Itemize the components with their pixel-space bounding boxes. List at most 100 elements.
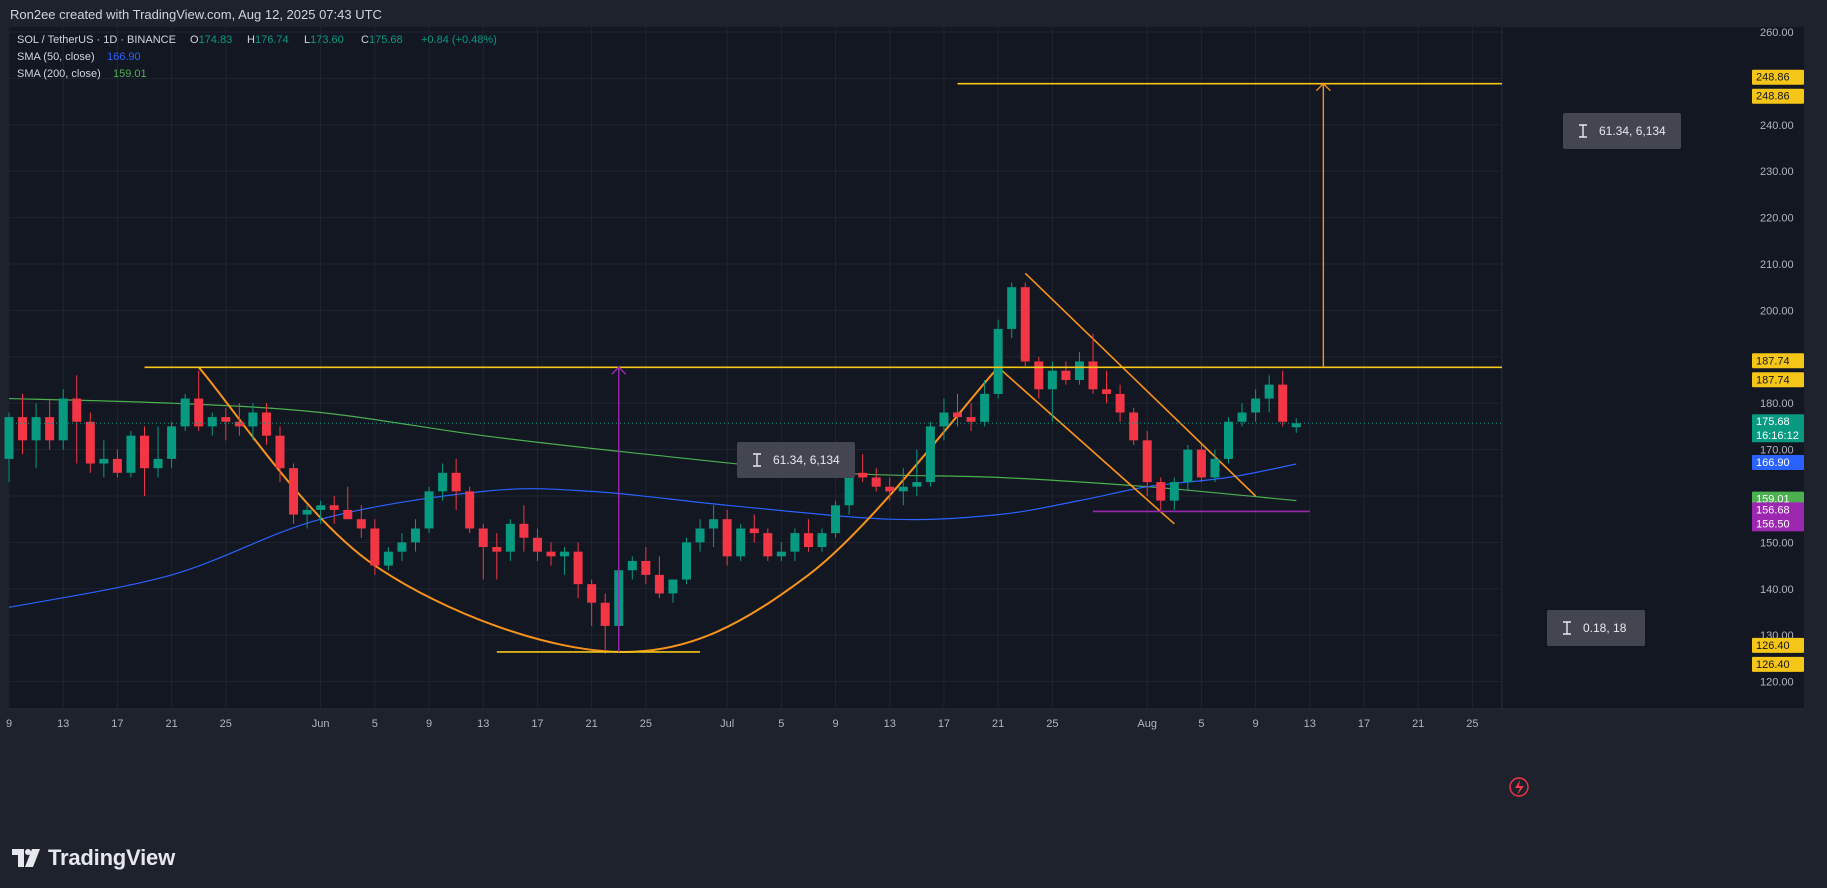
candle xyxy=(1129,407,1139,445)
y-tick-label: 180.00 xyxy=(1760,398,1794,410)
candle-body xyxy=(668,579,678,594)
candle xyxy=(85,412,95,473)
candle-body xyxy=(221,417,231,422)
candle-body xyxy=(1074,361,1084,380)
plot-content: 61.34, 6,134 61.34, 6,134 0.18, 18 xyxy=(4,82,1681,654)
candle xyxy=(45,398,55,450)
candle xyxy=(966,403,976,432)
measure-target-arrow xyxy=(1315,82,1331,92)
candle-body xyxy=(478,528,488,548)
x-tick-label: 13 xyxy=(1304,718,1316,730)
candle-body xyxy=(126,435,136,473)
measure-target-box-label: 61.34, 6,134 xyxy=(1599,124,1666,138)
price-labels: 248.86 248.86 187.74 187.74 175.68 16:16:12 16… xyxy=(1752,69,1804,672)
measure-target-box-bg xyxy=(1563,113,1681,149)
candle xyxy=(722,509,732,566)
candle-body xyxy=(1102,389,1112,394)
candle-body xyxy=(925,426,935,483)
candle xyxy=(980,380,990,427)
candle-body xyxy=(45,417,55,441)
candle-body xyxy=(72,398,82,422)
price-label-last: 175.68 16:16:12 xyxy=(1752,414,1804,443)
x-tick-label: 17 xyxy=(531,718,543,730)
candle xyxy=(234,403,244,436)
candle xyxy=(275,426,285,483)
candle xyxy=(763,528,773,561)
y-tick-label: 230.00 xyxy=(1760,166,1794,178)
measure-target-box: 61.34, 6,134 xyxy=(1563,113,1681,149)
candle xyxy=(871,468,881,492)
candle-body xyxy=(4,417,14,459)
candle-body xyxy=(844,472,854,506)
candle-body xyxy=(695,528,705,543)
candle-body xyxy=(261,412,271,436)
x-tick-label: 5 xyxy=(372,718,378,730)
candle xyxy=(18,393,28,455)
candle xyxy=(383,547,393,571)
x-tick-label: 25 xyxy=(1466,718,1478,730)
lightning-icon xyxy=(1509,777,1529,797)
candle xyxy=(316,500,326,524)
price-label-text: 175.68 xyxy=(1756,416,1790,428)
candle xyxy=(289,463,299,524)
candle xyxy=(180,393,190,432)
candle xyxy=(1034,356,1044,399)
candle xyxy=(560,547,570,575)
price-label-text: 126.40 xyxy=(1756,659,1790,671)
candle xyxy=(492,533,502,580)
x-tick-label: 9 xyxy=(426,718,432,730)
candle xyxy=(709,505,719,548)
candle xyxy=(803,519,813,552)
chart-frame[interactable]: 120.00130.00140.00150.00160.00170.00180.… xyxy=(0,27,1827,827)
candle xyxy=(519,505,529,552)
x-tick-label: 5 xyxy=(778,718,784,730)
candle xyxy=(438,463,448,501)
candle xyxy=(1102,370,1112,404)
candle xyxy=(126,431,136,478)
legend-ohlc-L: L173.60 xyxy=(304,34,344,46)
price-chart[interactable]: 120.00130.00140.00150.00160.00170.00180.… xyxy=(0,27,1827,827)
candle xyxy=(99,440,109,478)
candle xyxy=(1061,361,1071,385)
candle-body xyxy=(1007,287,1017,329)
candle xyxy=(1074,352,1084,385)
candle xyxy=(953,393,962,427)
x-tick-label: 21 xyxy=(992,718,1004,730)
candle-body xyxy=(722,519,732,557)
tradingview-logo[interactable]: TradingView xyxy=(12,845,175,871)
candle xyxy=(1264,375,1274,413)
candle-body xyxy=(316,505,326,510)
legend-sma200-label: SMA (200, close) xyxy=(17,68,101,80)
price-label-countdown: 16:16:12 xyxy=(1756,430,1799,442)
legend-symbol: SOL / TetherUS · 1D · BINANCE xyxy=(17,34,176,46)
candle-body xyxy=(112,458,122,473)
candle-body xyxy=(898,486,908,492)
candle-body xyxy=(383,551,393,566)
candle xyxy=(505,519,515,561)
candle-body xyxy=(31,417,41,441)
candle-body xyxy=(492,547,502,552)
x-tick-label: Aug xyxy=(1137,718,1157,730)
x-tick-label: 13 xyxy=(477,718,489,730)
candle xyxy=(573,542,583,599)
candle xyxy=(411,519,420,552)
candle-body xyxy=(343,509,353,520)
candle-body xyxy=(1047,370,1057,390)
candle xyxy=(749,514,759,543)
candle xyxy=(167,421,177,469)
candle xyxy=(356,505,366,538)
candle xyxy=(641,547,651,585)
y-tick-label: 150.00 xyxy=(1760,537,1794,549)
candle-body xyxy=(709,519,719,529)
candle xyxy=(1224,417,1233,464)
x-tick-label: 9 xyxy=(832,718,838,730)
y-tick-label: 200.00 xyxy=(1760,305,1794,317)
candle-body xyxy=(749,528,759,534)
candle xyxy=(736,523,746,561)
candle-body xyxy=(966,417,976,422)
price-label-sma50: 166.90 xyxy=(1752,454,1804,470)
price-label-text: 126.40 xyxy=(1756,640,1790,652)
measure-small-box: 0.18, 18 xyxy=(1547,610,1645,646)
x-tick-label: 17 xyxy=(111,718,123,730)
candle-body xyxy=(302,509,312,515)
